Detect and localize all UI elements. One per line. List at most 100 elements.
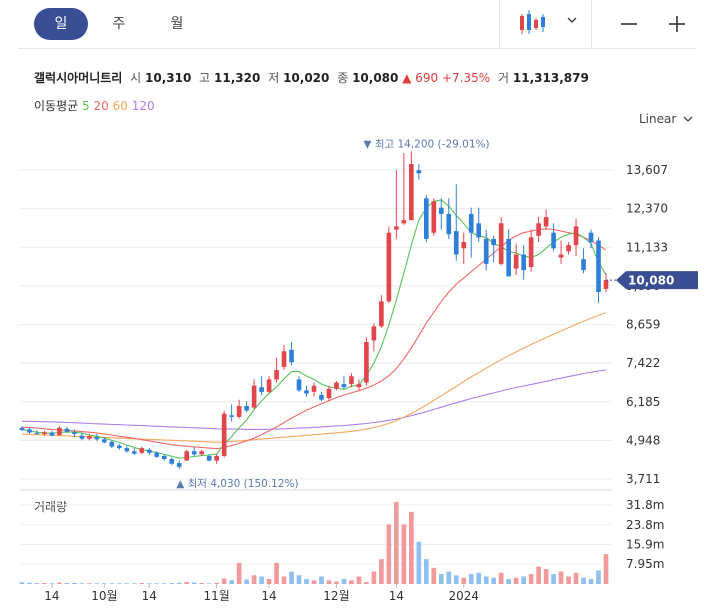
tab-weekly[interactable]: 주 [112,16,126,32]
candle-body [566,245,571,252]
x-tick-label: 14 [261,589,276,603]
volume-bar [409,511,414,584]
ma20-label: 20 [93,99,109,113]
volume-bar [27,582,32,584]
candle [87,434,92,441]
candle [506,229,511,277]
volume-bar [72,583,77,584]
x-tick-label: 14 [44,589,59,603]
candle-body [72,432,77,435]
volume-bar [176,582,182,584]
candle-body [461,242,467,249]
candle-body [64,428,70,432]
change-value: ▲ 690 [402,71,439,85]
candle [146,448,152,455]
candle-body [34,433,40,435]
volume-bar [423,559,429,584]
candle [221,410,227,458]
candle-body [161,455,167,460]
candle-body [341,384,347,388]
high-value: 11,320 [214,71,261,85]
high-label: 고 [199,71,211,85]
volume-bar [57,582,62,584]
open-label: 시 [130,71,142,85]
period-tabs: 일 주 월 [34,8,208,40]
minus-icon[interactable] [619,14,639,34]
volume-bar [161,583,167,584]
volume-bar [461,577,467,584]
volume-bar [87,583,92,584]
current-price-label: 10,080 [628,274,674,288]
candle-body [176,463,182,467]
volume-bar [251,575,257,584]
tab-monthly[interactable]: 월 [170,16,184,32]
plus-icon[interactable] [667,14,687,34]
volume-bar [573,572,579,584]
current-price-badge [616,271,698,290]
candle-body [498,223,504,264]
volume-panel-title: 거래량 [34,500,68,514]
volume-bar [468,574,474,584]
change-percent: +7.35% [442,71,491,85]
volume-bar [506,579,511,584]
candle-body [236,405,242,417]
price-tick-label: 6,185 [626,395,660,409]
candle-body [528,237,534,268]
candle [483,229,489,271]
candle [274,357,279,383]
candle [468,207,474,258]
candle [214,454,219,464]
chart-type-selector[interactable] [499,0,592,48]
candle-body [394,226,399,230]
close-value: 10,080 [352,71,399,85]
volume-bar [64,583,70,584]
candle-body [27,429,32,433]
candle [311,382,317,397]
candle-body [266,379,272,392]
volume-bar [603,554,609,584]
volume-bar [199,583,205,584]
volume-bar [117,583,122,584]
candle-body [596,240,601,292]
volume-bar [438,574,444,584]
candle [34,430,40,436]
candle [416,163,422,180]
volume-bar [19,582,25,584]
volume-bar [169,583,175,584]
volume-bar [304,579,309,584]
candle-body [87,436,92,439]
scale-mode-selector[interactable]: Linear [639,112,694,126]
candle-body [573,226,579,246]
volume-bar [34,583,40,584]
candle [423,195,429,243]
candle [349,373,354,388]
candle [19,426,25,431]
volume-tick-label: 31.8m [626,498,664,512]
x-tick-label: 14 [142,589,157,603]
candle [184,449,190,461]
candle-body [453,231,459,255]
candle-body [409,163,414,221]
volume-bar [446,571,452,584]
candle [266,376,272,394]
candle [461,232,467,264]
volume-bar [191,582,197,584]
ma-label: 이동평균 [34,99,79,113]
candle [431,198,437,236]
x-tick-label: 12월 [323,589,349,603]
tab-daily[interactable]: 일 [34,8,88,40]
candle [109,440,115,449]
candle-body [154,452,160,457]
candle-body [131,451,137,454]
volume-bar [139,583,145,584]
ma120-label: 120 [131,99,155,113]
volume-bar [94,583,100,584]
candle [536,217,541,243]
volume-bar [49,583,55,584]
price-tick-label: 8,659 [626,318,660,332]
volume-bar [416,541,422,584]
candlestick-icon [520,10,545,34]
max-price-annotation: ▼ 최고 14,200 (-29.01%) [363,138,489,150]
volume-bar [289,571,294,584]
